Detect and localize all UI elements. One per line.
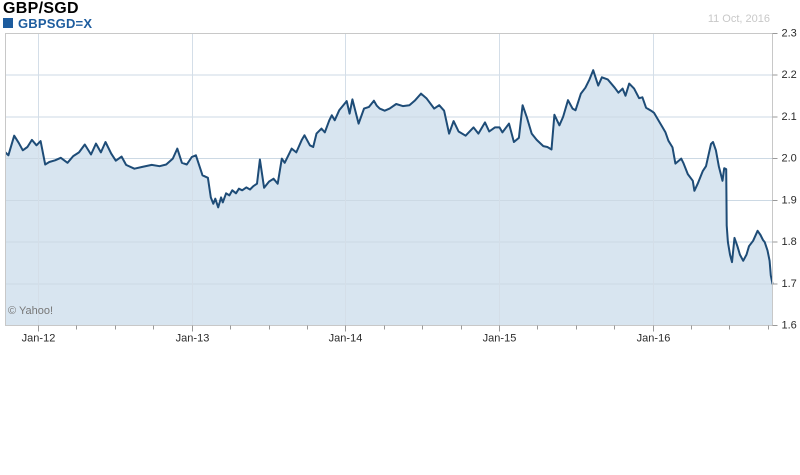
x-axis-label: Jan-16 [637,333,671,345]
x-axis-label: Jan-14 [329,333,363,345]
yahoo-watermark: © Yahoo! [8,305,54,317]
x-axis-label: Jan-15 [483,333,517,345]
y-axis-label: 1.6 [782,320,797,332]
y-axis-label: 2.3 [782,28,797,40]
x-axis-label: Jan-13 [176,333,210,345]
price-area [5,70,773,326]
y-axis-label: 2.2 [782,69,797,81]
legend-symbol-label: GBPSGD=X [18,15,93,31]
chart-date: 11 Oct, 2016 [707,13,770,25]
y-axis-label: 1.8 [782,236,797,248]
y-axis-label: 2.1 [782,111,797,123]
x-axis-label: Jan-12 [22,333,56,345]
y-axis-label: 2.0 [782,153,797,165]
legend-swatch-icon [3,18,13,28]
y-axis-label: 1.7 [782,278,797,290]
y-axis-label: 1.9 [782,194,797,206]
legend: GBPSGD=X [3,15,93,31]
price-line [5,69,774,285]
plot-border [5,33,773,326]
price-chart: 2.3 2.2 2.1 2.0 1.9 1.8 1.7 1.6 Jan-12 Jan-13 Jan-… [5,28,797,345]
page-title: GBP/SGD [3,0,79,17]
